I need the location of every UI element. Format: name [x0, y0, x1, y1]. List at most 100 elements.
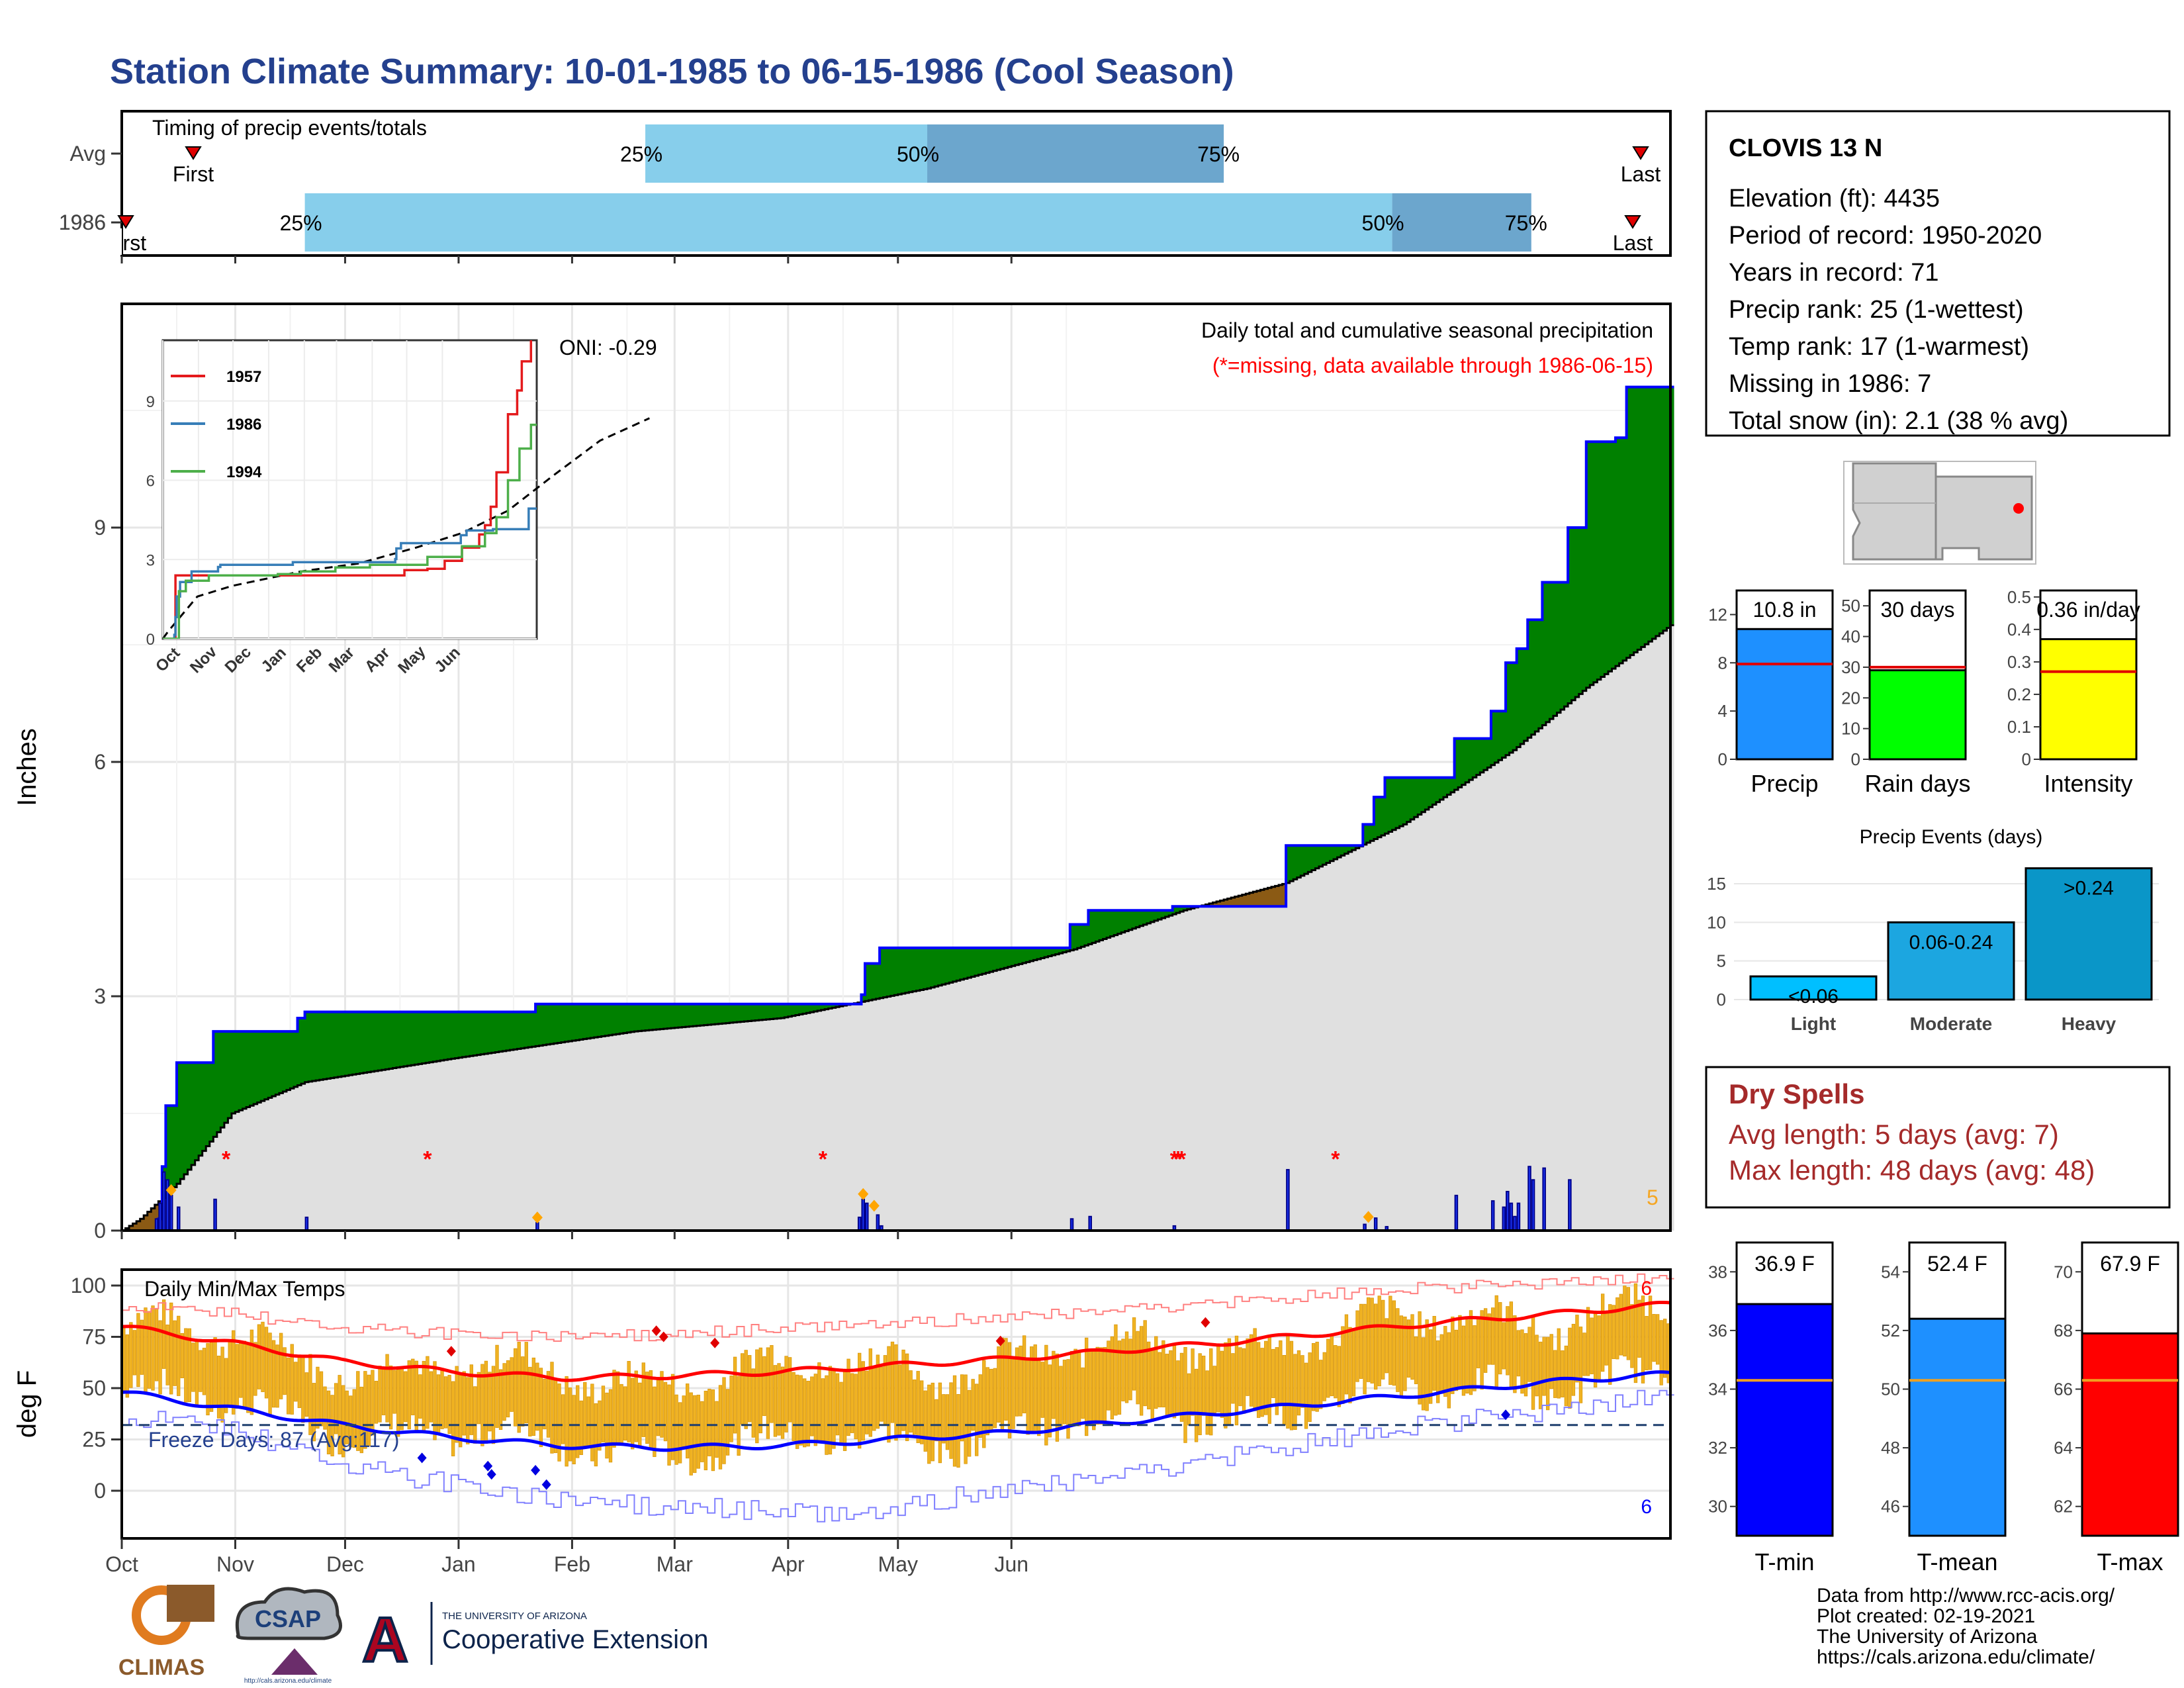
dry-spells-max: Max length: 48 days (avg: 48)	[1729, 1154, 2095, 1186]
daily-temp-bar	[1480, 1310, 1484, 1390]
daily-temp-bar	[1498, 1302, 1502, 1375]
daily-temp-bar	[502, 1363, 506, 1421]
daily-temp-bar	[1019, 1345, 1023, 1417]
daily-temp-bar	[916, 1371, 920, 1443]
stat-bar-name: Precip	[1751, 770, 1818, 797]
daily-temp-bar	[1615, 1297, 1619, 1360]
daily-temp-bar	[842, 1371, 847, 1451]
daily-temp-bar	[627, 1361, 631, 1442]
daily-precip-bar	[1069, 1218, 1074, 1232]
daily-temp-bar	[1297, 1350, 1301, 1416]
daily-temp-bar	[1246, 1338, 1250, 1396]
daily-temp-bar	[876, 1354, 880, 1429]
daily-temp-bar	[371, 1370, 375, 1436]
daily-temp-bar	[1370, 1297, 1374, 1383]
daily-temp-bar	[1110, 1336, 1115, 1420]
daily-temp-bar	[1107, 1340, 1111, 1411]
inset-series-line	[163, 340, 533, 639]
daily-temp-bar	[1147, 1341, 1151, 1410]
daily-temp-bar	[825, 1375, 829, 1455]
daily-temp-bar	[1073, 1348, 1077, 1424]
daily-temp-bar	[253, 1342, 257, 1396]
record-low-marker	[1501, 1409, 1511, 1421]
daily-temp-bar	[722, 1377, 726, 1464]
daily-temp-bar	[1334, 1345, 1338, 1399]
daily-temp-bar	[1414, 1336, 1418, 1384]
precip-y-tick-label: 9	[94, 516, 106, 539]
daily-temp-bar	[473, 1386, 477, 1444]
daily-temp-bar	[213, 1337, 217, 1406]
daily-temp-bar	[1238, 1347, 1242, 1407]
daily-temp-bar	[1663, 1319, 1667, 1378]
record-high-marker	[651, 1325, 661, 1336]
daily-temp-bar	[433, 1361, 437, 1440]
month-label: Jan	[441, 1552, 476, 1576]
temp-bar-name: T-min	[1755, 1548, 1815, 1575]
daily-temp-bar	[539, 1368, 543, 1447]
daily-temp-bar	[169, 1302, 173, 1395]
daily-temp-bar	[674, 1394, 678, 1465]
ua-bottom-text: Cooperative Extension	[442, 1625, 708, 1654]
daily-temp-bar	[1645, 1316, 1649, 1370]
daily-temp-bar	[1026, 1358, 1030, 1435]
daily-temp-bar	[404, 1371, 408, 1423]
daily-temp-bar	[1633, 1283, 1638, 1383]
timing-p25-label: 25%	[620, 142, 662, 166]
temp-bar-tick-label: 64	[2054, 1438, 2073, 1458]
daily-temp-bar	[978, 1374, 982, 1438]
daily-temp-bar	[1062, 1360, 1067, 1425]
events-bar	[1749, 975, 1878, 1001]
daily-temp-bar	[1524, 1333, 1528, 1397]
daily-temp-bar	[1578, 1327, 1583, 1403]
daily-temp-bar	[187, 1328, 192, 1403]
record-high-marker	[659, 1331, 668, 1342]
daily-temp-bar	[645, 1372, 649, 1444]
daily-precip-bar	[161, 1171, 166, 1231]
temp-bar-tick-label: 34	[1708, 1380, 1727, 1399]
daily-temp-bar	[854, 1374, 858, 1440]
daily-temp-bar	[1451, 1316, 1455, 1394]
daily-temp-bar	[151, 1305, 155, 1391]
missing-day-marker: *	[1170, 1147, 1179, 1172]
daily-temp-bar	[982, 1360, 986, 1448]
climas-block	[167, 1585, 214, 1622]
missing-day-marker: *	[423, 1147, 432, 1172]
daily-temp-bar	[1066, 1359, 1070, 1439]
daily-temp-bar	[1546, 1336, 1550, 1411]
daily-temp-bar	[890, 1341, 895, 1423]
daily-temp-bar	[396, 1369, 400, 1437]
daily-temp-bar	[821, 1378, 825, 1441]
daily-temp-bar	[1476, 1316, 1480, 1368]
stat-bar-value-label: 10.8 in	[1752, 598, 1816, 622]
daily-temp-bar	[1231, 1353, 1235, 1404]
daily-precip-bar	[876, 1214, 880, 1232]
daily-temp-bar	[506, 1360, 510, 1418]
daily-temp-bar	[1121, 1338, 1125, 1401]
daily-temp-bar	[1337, 1346, 1342, 1407]
daily-temp-bar	[828, 1366, 833, 1455]
daily-temp-bar	[1619, 1293, 1623, 1356]
daily-temp-bar	[967, 1389, 972, 1457]
events-bar	[2025, 867, 2153, 1001]
daily-temp-bar	[612, 1370, 616, 1448]
daily-temp-bar	[1527, 1327, 1531, 1382]
station-name: CLOVIS 13 N	[1729, 134, 1882, 162]
daily-temp-bar	[777, 1363, 781, 1436]
daily-temp-bar	[202, 1348, 206, 1395]
daily-temp-bar	[1267, 1336, 1271, 1424]
daily-precip-bar	[1490, 1200, 1495, 1232]
daily-temp-bar	[1582, 1333, 1586, 1376]
inset-y-tick-label: 9	[146, 393, 155, 411]
stat-bar-value-label: 30 days	[1880, 598, 1954, 622]
daily-temp-bar	[696, 1394, 700, 1469]
stat-bar-tick-label: 10	[1841, 719, 1860, 739]
missing-day-marker: *	[222, 1147, 231, 1172]
daily-temp-bar	[381, 1366, 386, 1415]
inset-legend-label: 1957	[226, 368, 261, 386]
station-info-line: Temp rank: 17 (1-warmest)	[1729, 333, 2029, 361]
daily-temp-bar	[301, 1355, 305, 1423]
daily-temp-bar	[1600, 1293, 1605, 1372]
daily-temp-bar	[755, 1349, 759, 1444]
month-label: Apr	[772, 1552, 805, 1576]
month-label: Nov	[216, 1552, 254, 1576]
